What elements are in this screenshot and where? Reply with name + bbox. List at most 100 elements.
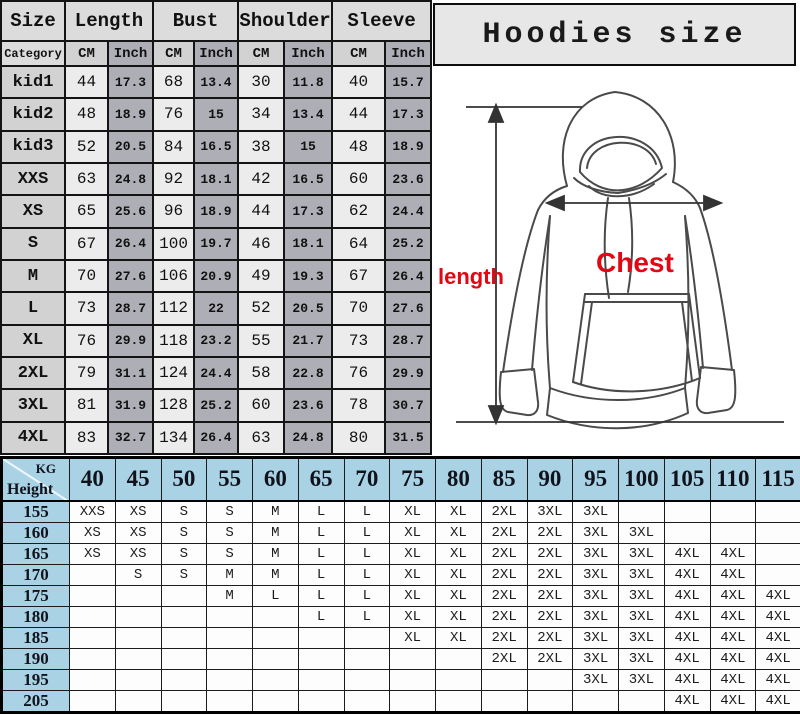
recommended-size: 4XL [755,584,800,607]
cm-value: 63 [64,161,109,197]
recommended-size: L [343,500,391,523]
recommended-size: 2XL [480,647,528,670]
empty-cell [618,689,665,713]
cm-value: 48 [64,97,109,132]
cm-value: 134 [152,420,196,456]
group-header-bust: Bust [152,0,240,42]
recommended-size: L [252,584,299,607]
recommended-size: 3XL [572,563,619,586]
kg-label: KG [35,461,56,476]
height-value: 175 [1,584,70,607]
empty-cell [435,647,482,670]
recommended-size: S [160,500,208,523]
cm-value: 84 [152,129,196,164]
empty-cell [252,689,299,713]
inch-value: 19.3 [283,258,334,294]
empty-cell [69,563,116,586]
recommended-size: XL [435,521,482,544]
inch-value: 25.6 [106,194,155,229]
cm-value: 42 [237,161,286,197]
recommended-size: XL [389,584,436,607]
recommended-size: XL [389,500,436,523]
cm-value: 83 [64,420,109,456]
empty-cell [160,584,208,607]
recommended-size: L [343,521,391,544]
weight-header: 100 [618,457,665,502]
top-section: Size Length Bust Shoulder Sleeve Category CM In… [0,0,800,456]
cm-value: 76 [64,323,109,358]
unit-inch-header: Inch [106,40,155,67]
weight-header: 95 [572,457,619,502]
inch-value: 30.7 [384,388,433,423]
cm-value: 60 [331,161,387,197]
recommended-size: 4XL [709,647,757,670]
length-label: length [438,264,504,289]
empty-cell [114,689,162,713]
cm-value: 112 [152,291,196,326]
size-label: L [0,291,66,326]
empty-cell [160,647,208,670]
inch-value: 22 [193,291,240,326]
chest-arrow [544,194,724,212]
recommended-size: 2XL [526,563,574,586]
size-row-XS: XS 65 25.6 96 18.9 44 17.3 62 24.4 [0,194,433,229]
size-row-kid3: kid3 52 20.5 84 16.5 38 15 48 18.9 [0,129,433,164]
empty-cell [69,647,116,670]
recommended-size: 4XL [755,605,800,628]
weight-header: 80 [435,457,482,502]
height-value: 170 [1,563,70,586]
matrix-row-190: 190 2XL 2XL 3XL 3XL 4XL 4XL 4XL [1,647,800,670]
recommended-size: 3XL [526,500,574,523]
size-row-XXS: XXS 63 24.8 92 18.1 42 16.5 60 23.6 [0,161,433,197]
cm-value: 100 [152,226,196,261]
recommended-size: XL [389,626,436,649]
empty-cell [69,689,116,713]
inch-value: 26.4 [193,420,240,456]
size-row-L: L 73 28.7 112 22 52 20.5 70 27.6 [0,291,433,326]
size-row-3XL: 3XL 81 31.9 128 25.2 60 23.6 78 30.7 [0,388,433,423]
cm-value: 64 [331,226,387,261]
empty-cell [526,668,574,691]
empty-cell [114,668,162,691]
recommended-size: 4XL [663,563,711,586]
recommended-size: XS [114,542,162,565]
recommended-size: XL [435,626,482,649]
recommended-size: 4XL [709,605,757,628]
recommended-size: 3XL [572,521,619,544]
recommended-size: XS [69,542,116,565]
cm-value: 52 [237,291,286,326]
recommended-size: 2XL [480,500,528,523]
matrix-row-160: 160 XS XS S S M L L XL XL 2XL 2XL 3XL 3XL [1,521,800,544]
group-header-shoulder: Shoulder [237,0,334,42]
hoodie-panel: Hoodies size [432,0,800,456]
size-row-M: M 70 27.6 106 20.9 49 19.3 67 26.4 [0,258,433,294]
inch-value: 26.4 [106,226,155,261]
inch-value: 29.9 [106,323,155,358]
size-row-S: S 67 26.4 100 19.7 46 18.1 64 25.2 [0,226,433,261]
empty-cell [343,668,391,691]
recommended-size: 4XL [755,647,800,670]
group-header-sleeve: Sleeve [331,0,433,42]
cm-value: 79 [64,355,109,391]
category-header: Category [0,40,66,67]
unit-cm-header: CM [237,40,286,67]
empty-cell [160,626,208,649]
recommended-size: L [297,521,345,544]
cm-value: 70 [64,258,109,294]
inch-value: 25.2 [384,226,433,261]
height-value: 160 [1,521,70,544]
inch-value: 32.7 [106,420,155,456]
matrix-row-195: 195 3XL 3XL 4XL 4XL 4XL [1,668,800,691]
inch-value: 13.4 [283,97,334,132]
inch-value: 18.9 [106,97,155,132]
inch-value: 28.7 [384,323,433,358]
hoodie-diagram: length Chest [432,70,800,456]
cm-value: 44 [64,64,109,100]
recommended-size: 3XL [572,584,619,607]
recommended-size: S [160,542,208,565]
cm-value: 124 [152,355,196,391]
empty-cell [160,689,208,713]
hoodie-outline-icon [498,91,737,430]
recommended-size: 3XL [618,668,665,691]
height-weight-size-matrix: KG Height 40 45 50 55 60 65 70 75 80 85 90 95 100 105 11… [0,456,800,714]
